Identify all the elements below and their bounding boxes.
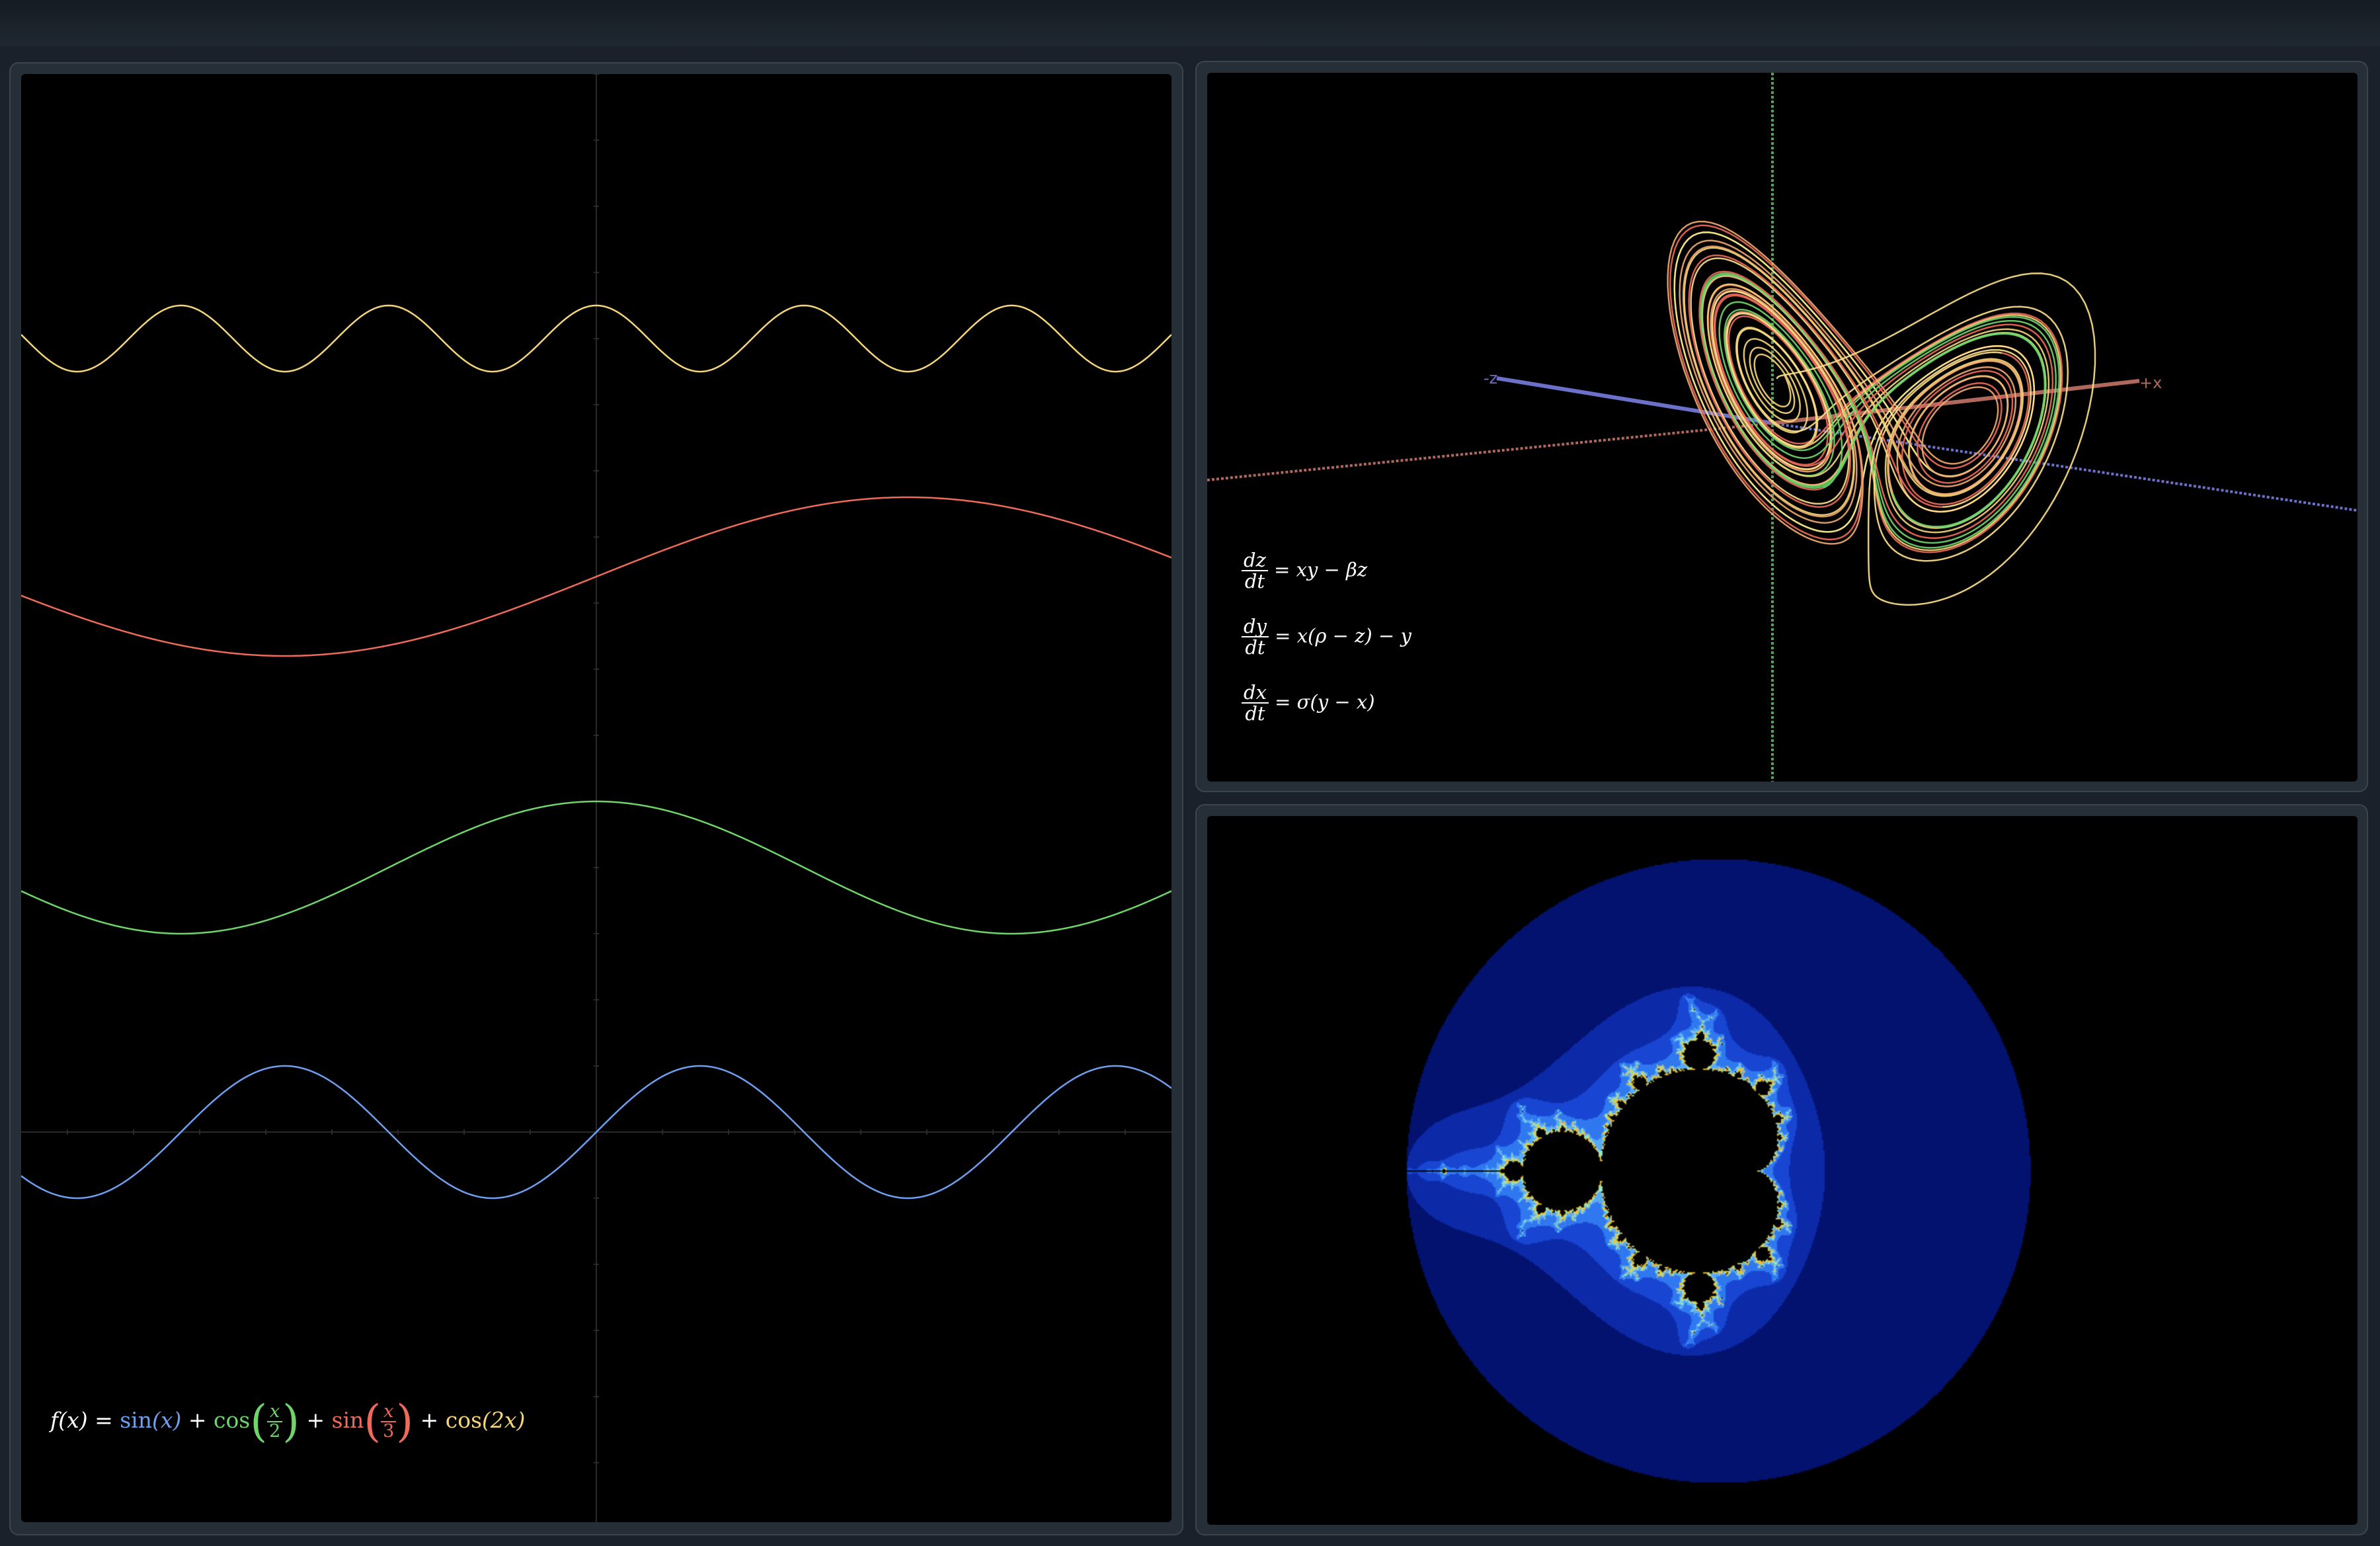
formula-plus-3: +	[420, 1407, 439, 1433]
term-sin-x: sin(x)	[120, 1407, 181, 1433]
frac-x-2-num: x	[267, 1402, 283, 1422]
cos-x-2-curve	[21, 800, 1171, 935]
term-sin-x-3: sin(x 3)	[331, 1400, 413, 1444]
ode-dx-num: dx	[1242, 682, 1269, 704]
axis-label-neg-z: -z	[1484, 369, 1497, 387]
ode-dx-rhs: = σ(y − x)	[1275, 690, 1375, 713]
paren-open: (	[250, 1396, 268, 1447]
lorenz-z-axis-neg	[1496, 376, 1773, 425]
ode-dy-frac: dy dt	[1242, 616, 1269, 658]
ode-dz-den: dt	[1244, 570, 1265, 593]
mandelbrot-canvas[interactable]	[1207, 816, 2358, 1525]
lorenz-trajectory-segment	[1683, 247, 2050, 534]
term-cos-2x-fn: cos	[445, 1407, 483, 1433]
ode-dz: dz dt = xy − βz	[1242, 550, 1367, 592]
term-cos-2x-arg: (2x)	[482, 1407, 526, 1433]
ode-dz-frac: dz dt	[1242, 550, 1268, 592]
lorenz-trajectory-segment	[1673, 231, 2036, 533]
lorenz-canvas[interactable]: -z +x	[1207, 73, 2358, 782]
term-cos-x-2: cos(x 2)	[214, 1400, 299, 1444]
sin-x-curve	[21, 1065, 1171, 1200]
function-plot-canvas[interactable]	[21, 74, 1171, 1522]
formula-plus-2: +	[306, 1407, 325, 1433]
lorenz-frame: -z +x dz dt = xy − βz dy dt = x(ρ − z) − y…	[1195, 61, 2368, 792]
ode-dx-frac: dx dt	[1242, 682, 1269, 724]
mandelbrot-panel[interactable]	[1207, 816, 2358, 1525]
formula-lhs: f(x)	[50, 1407, 88, 1433]
lorenz-trajectory-segment	[1776, 272, 2096, 606]
sin-x-3-curve	[21, 496, 1171, 657]
frac-x-3-num: x	[381, 1402, 397, 1422]
ode-dx-den: dt	[1245, 702, 1265, 725]
lorenz-x-axis-neg	[1207, 422, 1773, 481]
term-sin-x-fn: sin	[120, 1407, 152, 1433]
lorenz-trajectory-segment	[1700, 272, 2057, 544]
ode-dz-rhs: = xy − βz	[1274, 558, 1368, 581]
function-formula: f(x) = sin(x) + cos(x 2) + sin(x 3) + cos(…	[50, 1400, 525, 1444]
function-plot-frame: f(x) = sin(x) + cos(x 2) + sin(x 3) + cos(…	[9, 62, 1183, 1535]
ode-dy-den: dt	[1245, 636, 1265, 659]
formula-plus-1: +	[188, 1407, 207, 1433]
lorenz-z-axis-pos	[1772, 422, 2358, 512]
mandelbrot-frame	[1195, 804, 2368, 1535]
frac-x-2-den: 2	[269, 1421, 281, 1442]
ode-dx: dx dt = σ(y − x)	[1242, 682, 1375, 724]
ode-dy-num: dy	[1242, 616, 1269, 638]
formula-equals: =	[95, 1407, 113, 1433]
term-sin-x-arg: (x)	[151, 1407, 182, 1433]
frac-x-3-den: 3	[383, 1421, 395, 1442]
ode-dy-rhs: = x(ρ − z) − y	[1275, 624, 1411, 647]
term-cos-x-2-fn: cos	[214, 1407, 251, 1433]
lorenz-trajectory-segment	[1667, 220, 2022, 545]
lorenz-trajectory-segment	[1669, 224, 2030, 541]
lorenz-panel[interactable]: -z +x dz dt = xy − βz dy dt = x(ρ − z) − y…	[1207, 73, 2358, 782]
lorenz-x-axis-pos	[1772, 379, 2140, 425]
function-plot-panel[interactable]: f(x) = sin(x) + cos(x 2) + sin(x 3) + cos(…	[21, 74, 1171, 1522]
paren-close: )	[282, 1396, 299, 1447]
term-sin-x-3-fn: sin	[331, 1407, 364, 1433]
lorenz-trajectory-segment	[1688, 254, 2054, 540]
lorenz-trajectory-segment	[1679, 239, 2036, 524]
top-bar	[0, 0, 2380, 46]
paren-close: )	[396, 1396, 414, 1447]
ode-dz-num: dz	[1242, 550, 1268, 572]
axis-label-pos-x: +x	[2139, 374, 2162, 392]
term-cos-2x: cos(2x)	[446, 1407, 526, 1433]
ode-dy: dy dt = x(ρ − z) − y	[1242, 616, 1411, 658]
paren-open: (	[364, 1396, 381, 1447]
cos-2x-curve	[21, 304, 1171, 373]
